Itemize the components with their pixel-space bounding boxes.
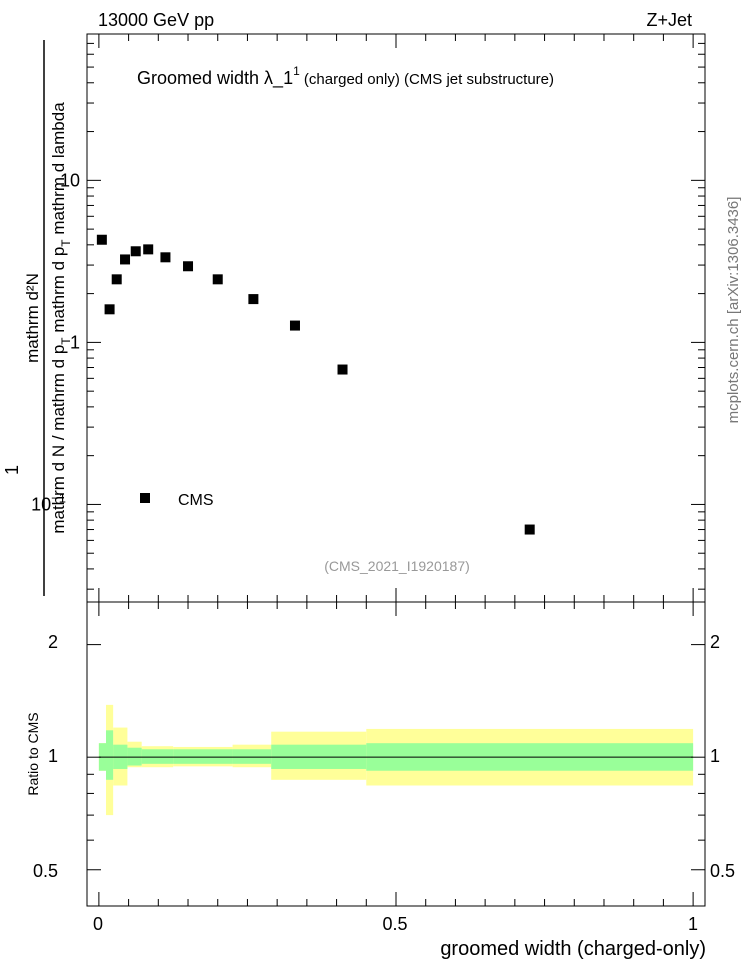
ratio-ytick-2-right: 2 <box>710 632 720 652</box>
ratio-band-inner-4 <box>141 749 174 764</box>
legend-label: CMS <box>178 492 214 509</box>
ratio-ytick-1-left: 1 <box>48 746 58 766</box>
ratio-ytick-1-right: 1 <box>710 746 720 766</box>
plot-title-main: Groomed width λ_1 <box>137 68 293 89</box>
x-tick-label-0: 0 <box>93 914 103 934</box>
data-point-6 <box>160 252 171 263</box>
data-point-2 <box>111 274 122 285</box>
y-label-denominator: mathrm d N / mathrm d pT mathrm d pT mat… <box>49 102 73 534</box>
plot-title-sup: 1 <box>293 64 300 78</box>
ratio-axis-ticks <box>87 602 705 906</box>
main-data-points <box>96 234 535 535</box>
analysis-watermark: (CMS_2021_I1920187) <box>324 558 470 574</box>
main-plot-frame <box>86 33 706 603</box>
y-label-numerator: mathrm d²N <box>23 273 42 363</box>
header-energy-label: 13000 GeV pp <box>98 10 214 30</box>
x-axis-label: groomed width (charged-only) <box>440 938 706 960</box>
header-process-label: Z+Jet <box>646 10 692 30</box>
data-point-11 <box>337 364 348 375</box>
x-tick-label-1: 1 <box>688 914 698 934</box>
data-point-1 <box>104 304 115 315</box>
main-ytick-label: 1 <box>70 332 80 352</box>
ratio-band-inner-1 <box>106 730 114 780</box>
y-label-left-factor: 1 <box>2 465 22 475</box>
data-point-0 <box>96 234 107 245</box>
data-point-5 <box>143 244 154 255</box>
data-point-9 <box>248 294 259 305</box>
ratio-band-inner-3 <box>127 747 142 766</box>
ratio-band-inner-5 <box>173 749 233 764</box>
plot-title-sub: (charged only) (CMS jet substructure) <box>300 71 554 88</box>
ratio-uncertainty-bands <box>98 704 694 816</box>
main-y-axis-label: mathrm d²N mathrm d N / mathrm d pT math… <box>23 40 73 596</box>
data-point-8 <box>212 274 223 285</box>
plot-title: Groomed width λ_11 (charged only) (CMS j… <box>137 64 554 89</box>
data-point-3 <box>120 254 131 265</box>
main-ytick-label: 10 <box>60 170 80 190</box>
data-point-7 <box>183 261 194 272</box>
ratio-band-inner-6 <box>232 749 272 764</box>
ratio-ytick-0.5-left: 0.5 <box>33 861 58 881</box>
data-point-4 <box>130 246 141 257</box>
ratio-ytick-2-left: 2 <box>48 632 58 652</box>
legend-marker <box>140 493 150 503</box>
data-point-10 <box>289 320 300 331</box>
ratio-y-axis-label: Ratio to CMS <box>25 712 41 795</box>
side-source-label: mcplots.cern.ch [arXiv:1306.3436] <box>725 197 742 424</box>
data-point-12 <box>524 524 535 535</box>
ratio-ytick-0.5-right: 0.5 <box>710 861 735 881</box>
x-tick-label-0.5: 0.5 <box>382 914 407 934</box>
